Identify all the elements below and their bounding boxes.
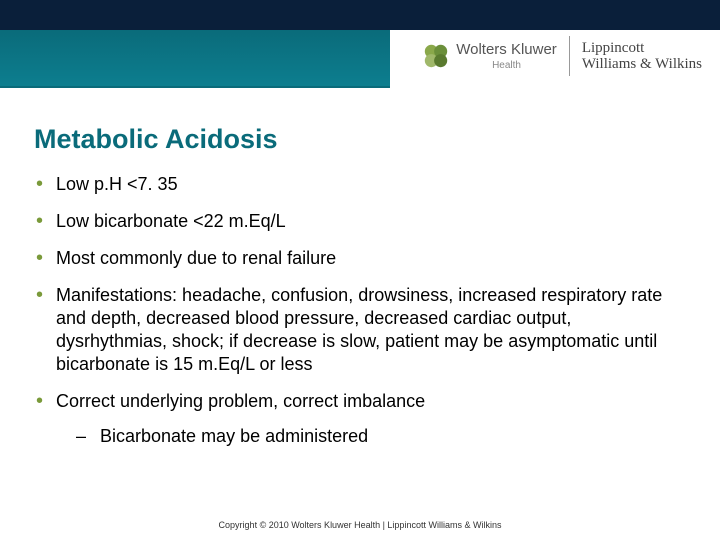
brand-divider — [569, 36, 570, 76]
slide-content: Metabolic Acidosis Low p.H <7. 35 Low bi… — [0, 98, 720, 448]
wk-clover-icon — [422, 42, 450, 70]
lippincott-logo: Lippincott Williams & Wilkins — [582, 40, 702, 73]
bullet-text: Low bicarbonate <22 m.Eq/L — [56, 211, 286, 231]
bullet-item: Low bicarbonate <22 m.Eq/L — [34, 210, 686, 233]
copyright-footer: Copyright © 2010 Wolters Kluwer Health |… — [0, 520, 720, 530]
brand-right-line1: Lippincott — [582, 40, 702, 57]
bullet-text: Correct underlying problem, correct imba… — [56, 391, 425, 411]
header-thin-line — [0, 86, 390, 88]
header-teal-bar — [0, 30, 390, 86]
wolters-kluwer-logo: Wolters Kluwer Health — [422, 42, 557, 71]
bullet-item: Most commonly due to renal failure — [34, 247, 686, 270]
header-dark-bar — [0, 0, 720, 30]
sub-bullet-list: Bicarbonate may be administered — [56, 425, 686, 448]
bullet-list: Low p.H <7. 35 Low bicarbonate <22 m.Eq/… — [34, 173, 686, 448]
sub-bullet-item: Bicarbonate may be administered — [70, 425, 686, 448]
bullet-text: Manifestations: headache, confusion, dro… — [56, 285, 662, 374]
copyright-text: Copyright © 2010 Wolters Kluwer Health |… — [219, 520, 502, 530]
logo-area: Wolters Kluwer Health Lippincott William… — [422, 36, 702, 76]
bullet-item: Manifestations: headache, confusion, dro… — [34, 284, 686, 376]
brand-right-line2: Williams & Wilkins — [582, 56, 702, 73]
bullet-item: Low p.H <7. 35 — [34, 173, 686, 196]
header-band: Wolters Kluwer Health Lippincott William… — [0, 0, 720, 98]
sub-bullet-text: Bicarbonate may be administered — [100, 426, 368, 446]
brand-left-sub: Health — [456, 61, 557, 71]
bullet-text: Low p.H <7. 35 — [56, 174, 178, 194]
brand-left-text: Wolters Kluwer — [456, 42, 557, 57]
slide-title: Metabolic Acidosis — [34, 124, 686, 155]
bullet-text: Most commonly due to renal failure — [56, 248, 336, 268]
bullet-item: Correct underlying problem, correct imba… — [34, 390, 686, 448]
